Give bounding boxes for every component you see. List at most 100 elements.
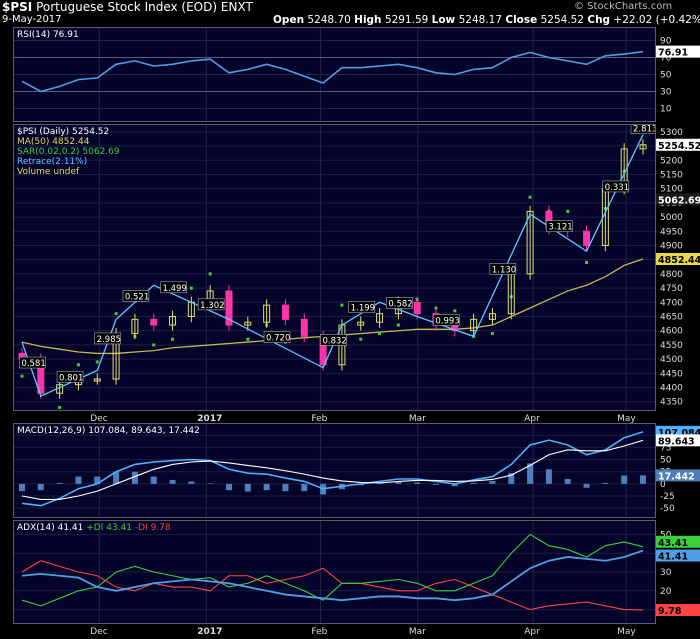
macd-panel: MACD(12,26,9) 107.084, 89.643, 17.442 — [13, 423, 656, 518]
y-tick-label: -50 — [660, 504, 675, 514]
y-tick-label: 5100 — [660, 185, 683, 195]
price-legend: $PSI (Daily) 5254.52 MA(50) 4852.44 SAR(… — [17, 127, 120, 177]
candle-body — [488, 313, 496, 320]
x-tick-label: Dec — [90, 414, 107, 423]
sar-dot — [378, 332, 382, 336]
adx-legend: ADX(14) 41.41 +DI 43.41 -DI 9.78 — [17, 523, 171, 533]
y-tick-label: 4950 — [660, 227, 683, 237]
adx-panel: ADX(14) 41.41 +DI 43.41 -DI 9.78 — [13, 520, 656, 624]
histogram-bar — [56, 482, 63, 484]
x-tick-label: May — [617, 627, 636, 637]
histogram-bar — [263, 483, 270, 491]
x-tick-label: Dec — [90, 627, 107, 637]
sar-dot — [95, 360, 99, 364]
value-badge: 89.643 — [658, 436, 695, 447]
zigzag-label-bg — [320, 334, 347, 346]
histogram-bar — [640, 475, 646, 484]
chart-title: $PSI Portuguese Stock Index (EOD) ENXT — [2, 0, 253, 14]
y-tick-label: 50 — [660, 71, 672, 81]
adx-legend-mdi: -DI 9.78 — [134, 523, 171, 533]
value-badge-bg — [656, 549, 700, 562]
y-tick-label: 0 — [660, 480, 666, 490]
close-value: 5254.52 — [540, 14, 585, 26]
value-badge: 5254.52 — [658, 141, 700, 152]
value-badge: 4852.44 — [658, 255, 700, 266]
histogram-bar — [583, 483, 590, 488]
value-badge-bg — [656, 535, 700, 548]
histogram-bar — [451, 483, 458, 487]
sar-dot — [208, 272, 212, 276]
value-badge: 76.91 — [658, 48, 688, 59]
candle-body — [583, 230, 591, 246]
candle-body — [413, 301, 421, 315]
zigzag-label: 2.813 — [633, 125, 655, 135]
sar-dot — [585, 261, 589, 265]
zigzag-label-bg — [433, 314, 460, 326]
candle-body — [470, 318, 478, 332]
zigzag-label: 3.121 — [548, 223, 572, 233]
value-badge-bg — [656, 469, 700, 482]
adx-legend-adx: ADX(14) 41.41 — [17, 523, 84, 533]
zigzag-label: 0.832 — [323, 336, 347, 346]
value-badge: 107.084 — [658, 428, 700, 439]
y-tick-label: 4550 — [660, 341, 683, 351]
sar-dot — [396, 323, 400, 327]
zigzag-label: 0.331 — [605, 183, 629, 193]
zigzag-label: 0.581 — [21, 359, 45, 369]
zigzag-label: 1.130 — [492, 265, 516, 275]
zigzag-label-bg — [160, 281, 187, 294]
x-tick-label: Feb — [311, 627, 327, 637]
x-tick-label: Mar — [409, 627, 426, 637]
zigzag-label-bg — [386, 297, 413, 309]
sar-dot — [76, 363, 80, 367]
zigzag-label: 0.801 — [59, 373, 83, 383]
sar-dot — [453, 309, 457, 313]
zigzag-label-bg — [546, 220, 573, 232]
x-tick-label: 2017 — [197, 414, 222, 423]
sar-dot — [246, 337, 250, 341]
value-badge: 17.442 — [658, 471, 695, 482]
minus-di-line — [21, 560, 644, 611]
candle-body — [357, 321, 365, 326]
zigzag-label-bg — [489, 263, 517, 275]
histogram-bar — [131, 471, 138, 484]
y-tick-label: 4500 — [660, 355, 683, 365]
histogram-bar — [621, 475, 628, 484]
candle-body — [93, 378, 101, 382]
adx-line — [21, 549, 644, 602]
y-tick-label: -25 — [660, 492, 675, 502]
zigzag-label-bg — [122, 290, 150, 302]
zigzag-label: 0.993 — [435, 316, 459, 326]
histogram-bar — [226, 483, 232, 491]
sar-dot — [189, 286, 193, 290]
y-tick-label: 4600 — [660, 327, 683, 337]
histogram-bar — [282, 483, 289, 492]
sar-dot — [152, 343, 156, 347]
macd-line — [21, 431, 644, 507]
histogram-bar — [113, 471, 120, 484]
sar-dot — [114, 312, 118, 316]
zigzag-label-bg — [19, 356, 46, 369]
rsi-line — [21, 50, 644, 93]
zigzag-label: 1.199 — [351, 304, 375, 314]
zigzag-label-bg — [348, 301, 376, 313]
y-tick-label: 10 — [660, 105, 672, 115]
value-badge-bg — [656, 252, 700, 265]
y-tick-label: 5200 — [660, 156, 683, 166]
y-tick-label: 75 — [660, 443, 671, 453]
candle-body — [281, 304, 289, 320]
zigzag-label: 0.521 — [125, 292, 149, 302]
adx-legend-pdi: +DI 43.41 — [86, 523, 132, 533]
sar-dot — [171, 337, 175, 341]
y-tick-label: 4750 — [660, 284, 683, 294]
sar-dot — [20, 374, 24, 378]
candle-body — [150, 318, 158, 326]
candle-body — [263, 304, 271, 323]
change-value: +22.02 (+0.42%) — [613, 14, 700, 26]
zigzag-label: 1.302 — [200, 301, 224, 311]
y-tick-label: 30 — [660, 568, 672, 578]
histogram-bar — [414, 482, 421, 484]
candle-body — [169, 316, 177, 326]
zigzag-label-bg — [630, 125, 655, 134]
